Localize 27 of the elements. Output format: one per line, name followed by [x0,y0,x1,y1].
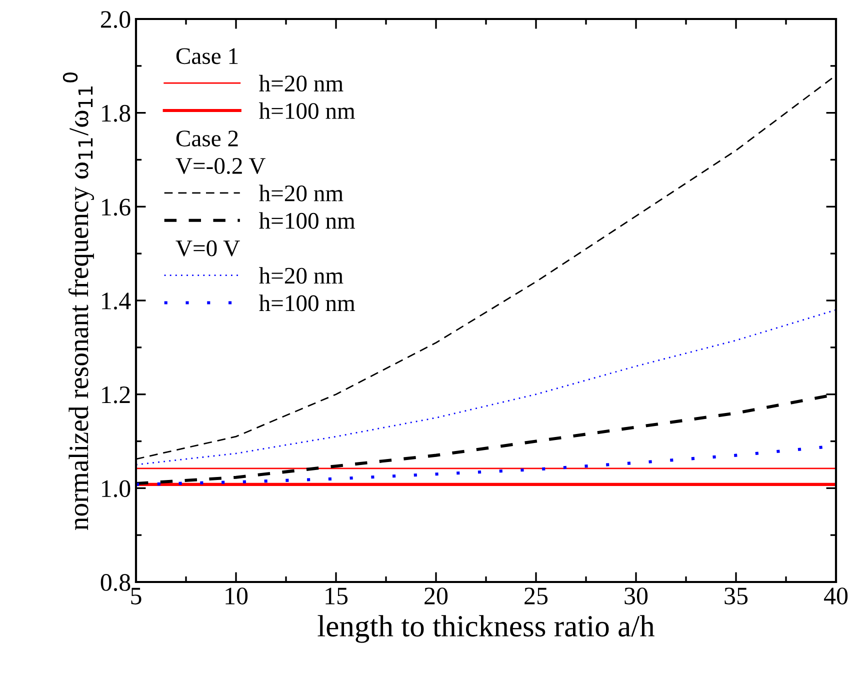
x-tick-label: 40 [824,588,848,604]
legend-label: h=100 nm [259,102,356,120]
legend-label: h=100 nm [259,294,356,312]
annotation: V=0 V [176,240,240,256]
x-tick-label: 15 [326,588,348,604]
legend-label: h=100 nm [259,212,356,229]
y-tick-label: 0.8 [100,574,130,592]
legend-label: h=20 nm [259,267,344,284]
x-tick-label: 20 [424,588,448,604]
y-tick-label: 1.4 [102,292,131,310]
x-axis-title: length to thickness ratio a/h [318,615,654,643]
y-axis-title: normalized resonant frequency ω$_{11}$/ω$_{11}$$^{0}$ [62,72,94,530]
legend-label: h=20 nm [259,184,344,202]
x-tick-label: 5 [131,588,142,604]
y-tick-label: 1.2 [102,386,130,404]
annotation: Case 2 [176,130,238,146]
annotation: V=-0.2 V [176,158,266,174]
y-tick-label: 1.6 [102,198,130,216]
y-tick-label: 1.0 [102,480,130,498]
y-tick-label: 2.0 [100,11,130,28]
x-tick-label: 30 [624,588,648,604]
annotation: Case 1 [176,48,238,64]
y-tick-label: 1.8 [102,104,130,122]
x-tick-label: 10 [226,588,248,604]
legend-label: h=20 nm [259,74,344,92]
x-tick-label: 25 [524,588,548,604]
x-tick-label: 35 [724,588,748,604]
